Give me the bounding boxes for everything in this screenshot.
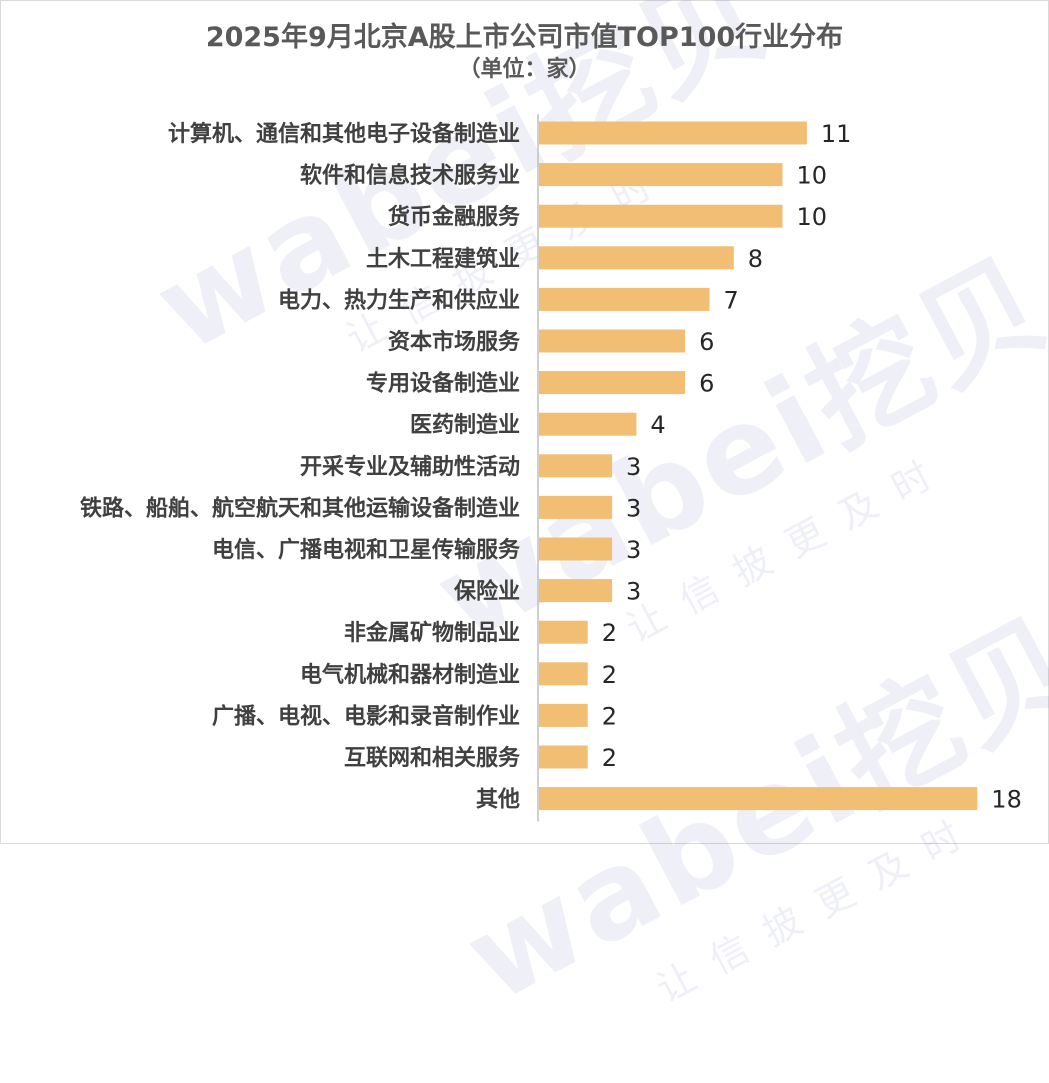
bar bbox=[539, 662, 588, 686]
bar bbox=[539, 246, 734, 270]
value-label: 11 bbox=[821, 120, 852, 148]
value-label: 2 bbox=[602, 744, 617, 772]
category-label: 医药制造业 bbox=[410, 413, 520, 438]
bar bbox=[539, 787, 978, 811]
bar bbox=[539, 703, 588, 727]
value-label: 6 bbox=[699, 328, 714, 356]
category-label: 土木工程建筑业 bbox=[366, 246, 520, 272]
category-label: 开采专业及辅助性活动 bbox=[300, 454, 520, 480]
category-label: 互联网和相关服务 bbox=[344, 746, 521, 771]
bar bbox=[539, 495, 613, 519]
category-label: 保险业 bbox=[453, 579, 520, 605]
value-label: 7 bbox=[724, 286, 739, 314]
category-label: 专用设备制造业 bbox=[366, 371, 520, 397]
value-label: 10 bbox=[797, 162, 828, 190]
category-label: 非金属矿物制品业 bbox=[344, 620, 520, 646]
value-label: 3 bbox=[626, 578, 641, 606]
value-label: 10 bbox=[797, 203, 828, 231]
value-label: 3 bbox=[626, 494, 641, 522]
chart-subtitle: （单位：家） bbox=[458, 57, 591, 82]
value-label: 18 bbox=[991, 786, 1022, 814]
category-label: 货币金融服务 bbox=[388, 204, 521, 230]
bar bbox=[539, 412, 637, 436]
value-label: 3 bbox=[626, 536, 641, 564]
category-label: 资本市场服务 bbox=[388, 329, 521, 355]
bar bbox=[539, 329, 686, 353]
value-label: 2 bbox=[602, 661, 617, 689]
bar-chart-plot: 计算机、通信和其他电子设备制造业 11 软件和信息技术服务业 10 货币金融服务 10 土木… bbox=[80, 114, 1022, 822]
bar bbox=[539, 121, 807, 145]
bar bbox=[539, 163, 783, 187]
category-label: 广播、电视、电影和录音制作业 bbox=[212, 703, 520, 729]
value-label: 4 bbox=[650, 411, 665, 439]
value-label: 8 bbox=[748, 245, 763, 273]
bar bbox=[539, 204, 783, 228]
bar bbox=[539, 745, 588, 769]
category-label: 电力、热力生产和供应业 bbox=[278, 287, 520, 313]
chart-title: 2025年9月北京A股上市公司市值TOP100行业分布 bbox=[205, 22, 844, 53]
category-label: 软件和信息技术服务业 bbox=[300, 163, 520, 189]
value-label: 3 bbox=[626, 453, 641, 481]
bar bbox=[539, 454, 613, 478]
value-label: 2 bbox=[602, 619, 617, 647]
bar bbox=[539, 537, 613, 561]
bar bbox=[539, 287, 710, 311]
category-label: 计算机、通信和其他电子设备制造业 bbox=[168, 121, 520, 147]
chart-root: wabei挖贝 让信披更及时 wabei挖贝 让信披更及时 wabei挖贝 让信… bbox=[0, 0, 1049, 1029]
value-label: 2 bbox=[602, 702, 617, 730]
bar bbox=[539, 579, 613, 603]
value-label: 6 bbox=[699, 370, 714, 398]
category-label: 铁路、船舶、航空航天和其他运输设备制造业 bbox=[80, 495, 520, 521]
bar bbox=[539, 371, 686, 395]
category-label: 电信、广播电视和卫星传输服务 bbox=[212, 537, 521, 563]
category-label: 电气机械和器材制造业 bbox=[300, 662, 520, 688]
bar bbox=[539, 620, 588, 644]
category-label: 其他 bbox=[476, 788, 520, 813]
